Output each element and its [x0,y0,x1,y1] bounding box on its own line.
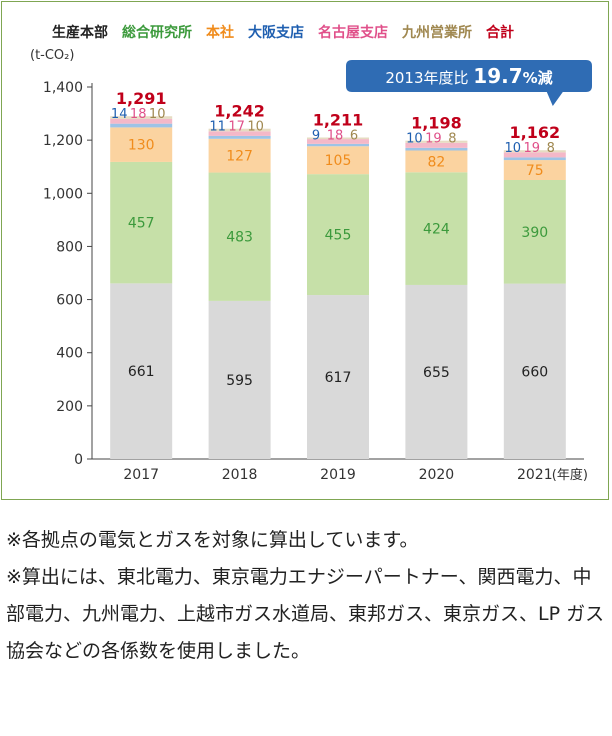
bar-segment [208,135,271,139]
data-label: 10 [149,107,166,122]
note-1: ※各拠点の電気とガスを対象に算出しています。 [6,529,419,551]
bar-segment [110,118,173,124]
bar-segment [208,300,271,459]
x-tick-label: 2020 [419,467,455,483]
total-label: 1,291 [116,89,167,108]
bar-segment [307,137,369,140]
note-2: ※算出には、東北電力、東京電力エナジーパートナー、関西電力、中部電力、九州電力、… [6,566,605,662]
bar-segment [307,174,369,296]
x-tick-label: 2021 [517,467,553,483]
legend: 生産本部 総合研究所 本社 大阪支店 名古屋支店 九州営業所 合計 [52,22,514,42]
notes: ※各拠点の電気とガスを対象に算出しています。 ※算出には、東北電力、東京電力エナ… [6,522,610,670]
data-label: 424 [423,222,450,238]
total-label: 1,162 [509,123,560,142]
y-tick-label: 800 [56,239,83,255]
bar-segment [503,180,566,284]
callout-text: 2013年度比 19.7%減 [385,64,552,88]
chart-frame: 生産本部 総合研究所 本社 大阪支店 名古屋支店 九州営業所 合計 (t-CO₂… [1,1,609,500]
y-tick-label: 600 [56,293,83,309]
data-label: 8 [547,141,555,156]
data-label: 6 [350,128,358,143]
data-label: 390 [521,225,548,241]
data-label: 10 [247,120,264,135]
data-label: 130 [128,138,155,154]
legend-item-0: 生産本部 [52,25,108,41]
bar-segment [307,295,369,459]
bar-segment [405,284,468,459]
callout-box [346,60,592,106]
bar-segment [405,172,468,285]
x-tick-label: 2018 [222,467,258,483]
total-label: 1,242 [214,102,265,121]
y-tick-label: 400 [56,346,83,362]
bar-segment [208,131,271,136]
x-unit-label: (年度) [552,467,588,483]
bar-segment [503,150,566,153]
bar-segment [110,127,173,162]
data-label: 8 [448,132,456,147]
bar-segment [110,116,173,119]
bar-segment [405,150,468,173]
data-label: 82 [427,154,445,170]
data-label: 14 [111,107,128,122]
data-label: 18 [327,128,344,143]
bar-segment [208,138,271,173]
data-label: 75 [526,163,544,179]
legend-item-2: 本社 [206,25,234,41]
data-label: 655 [423,365,450,381]
y-tick-label: 1,200 [43,133,83,149]
y-tick-label: 200 [56,399,83,415]
bar-segment [503,152,566,158]
data-label: 17 [228,120,245,135]
data-label: 595 [226,373,253,389]
bar-segment [503,157,566,161]
y-axis-unit: (t-CO₂) [30,48,75,63]
legend-item-total: 合計 [486,25,514,41]
bar-segment [208,128,271,132]
bar-segment [503,283,566,459]
data-label: 455 [325,228,352,244]
y-tick-label: 1,000 [43,186,83,202]
bar-segment [503,160,566,180]
data-label: 105 [325,153,352,169]
bar-segment [110,283,173,459]
bar-segment [307,143,369,147]
data-label: 18 [130,107,147,122]
data-label: 660 [521,364,548,380]
data-label: 10 [406,132,423,147]
legend-item-5: 九州営業所 [402,25,472,41]
data-label: 11 [209,120,226,135]
bar-segment [110,161,173,284]
bar-segment [307,139,369,144]
data-label: 483 [226,230,253,246]
y-tick-label: 0 [74,452,83,468]
data-label: 661 [128,364,155,380]
data-label: 127 [226,149,253,165]
x-tick-label: 2019 [320,467,356,483]
bar-segment [110,123,173,128]
data-label: 19 [425,132,442,147]
data-label: 9 [312,128,320,143]
data-label: 19 [524,141,541,156]
bar-segment [208,172,271,301]
legend-item-1: 総合研究所 [122,25,192,41]
legend-item-4: 名古屋支店 [318,25,388,41]
bar-segment [405,142,468,148]
bar-segment [307,146,369,175]
data-label: 457 [128,216,155,232]
total-label: 1,211 [313,110,364,129]
total-label: 1,198 [411,114,462,133]
bar-segment [405,147,468,151]
bar-segment [405,140,468,143]
data-label: 617 [325,370,352,386]
x-tick-label: 2017 [123,467,159,483]
legend-item-3: 大阪支店 [248,25,304,41]
data-label: 10 [505,141,522,156]
y-tick-label: 1,400 [43,80,83,96]
